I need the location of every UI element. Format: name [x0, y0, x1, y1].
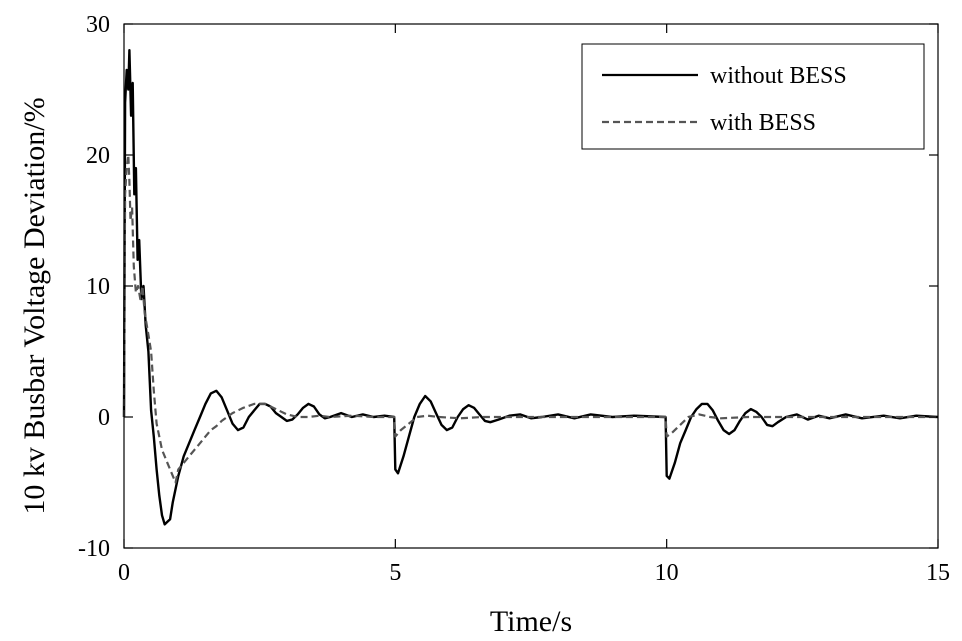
- series-lines: [122, 49, 939, 526]
- y-tick-label: 0: [98, 405, 110, 431]
- x-tick-label: 5: [389, 560, 401, 586]
- x-tick-label: 15: [926, 560, 950, 586]
- y-tick-label: 10: [86, 274, 110, 300]
- y-axis-title: 10 kv Busbar Voltage Deviation/%: [18, 97, 51, 514]
- legend-label-with-bess: with BESS: [710, 110, 816, 136]
- x-axis-title: Time/s: [490, 605, 572, 638]
- axis-ticks: [123, 23, 939, 549]
- tick-labels: 0 5 10 15 -10 0 10 20 30: [78, 12, 950, 586]
- y-tick-label: 20: [86, 143, 110, 169]
- y-tick-label: -10: [78, 536, 110, 562]
- legend-box: [581, 43, 925, 150]
- series-line-with-bess: [122, 153, 938, 484]
- legend: without BESS with BESS: [581, 43, 925, 150]
- series-line-without-bess: [122, 49, 939, 526]
- y-tick-label: 30: [86, 12, 110, 38]
- x-tick-label: 10: [655, 560, 679, 586]
- legend-label-without-bess: without BESS: [710, 63, 847, 89]
- x-tick-label: 0: [118, 560, 130, 586]
